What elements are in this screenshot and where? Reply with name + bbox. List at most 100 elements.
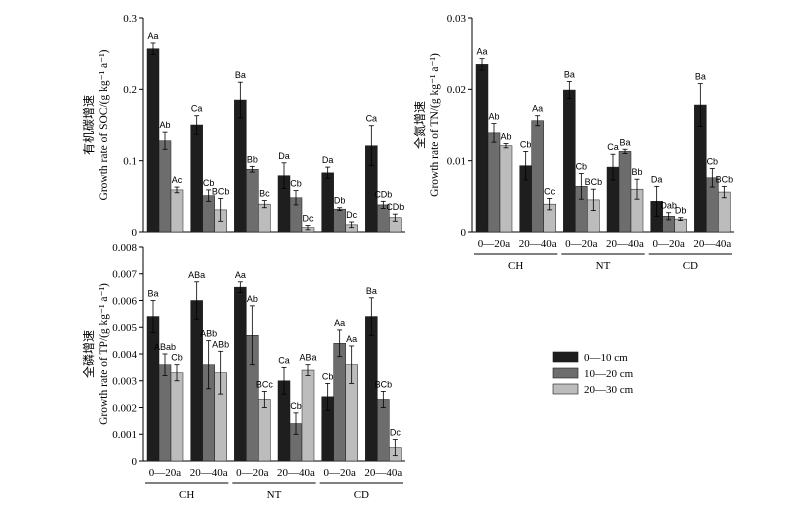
- bar: [377, 399, 390, 462]
- bar: [170, 189, 184, 233]
- bar: [475, 64, 489, 233]
- significance-letter: Aa: [532, 104, 543, 114]
- tn-growth-chart: 0 0.01 0.02 0.03 全氮增速 Growth rate of TN/(g kg…: [412, 13, 734, 272]
- significance-letter: Cb: [203, 178, 215, 188]
- significance-letter: Bc: [259, 189, 270, 199]
- x-tick-label: 0—20a: [652, 238, 685, 250]
- x-tick-label: 20—40a: [364, 467, 402, 479]
- y-axis-title: Growth rate of TP/(g kg⁻¹ a⁻¹): [98, 283, 110, 425]
- bar: [258, 203, 271, 233]
- bar: [258, 399, 271, 462]
- significance-letter: BCc: [256, 379, 274, 389]
- significance-letter: Bb: [247, 154, 258, 164]
- significance-letter: ABb: [212, 339, 229, 349]
- y-tick-label: 0.006: [112, 295, 137, 307]
- legend-label: 10—20 cm: [584, 368, 634, 380]
- y-tick-label: 0.3: [123, 13, 137, 25]
- y-tick-label: 0.001: [112, 429, 137, 441]
- significance-letter: Dc: [346, 210, 357, 220]
- y-tick-label: 0.2: [123, 84, 137, 96]
- significance-letter: ABab: [154, 342, 176, 352]
- bar: [234, 286, 247, 462]
- y-tick-label: 0.002: [112, 402, 137, 414]
- y-tick-label: 0.007: [112, 269, 137, 281]
- significance-letter: Ab: [247, 294, 258, 304]
- bar: [158, 364, 172, 462]
- bar: [234, 99, 247, 233]
- significance-letter: Ba: [235, 70, 246, 80]
- significance-letter: Ca: [191, 104, 203, 114]
- significance-letter: Ab: [159, 120, 170, 130]
- x-tick-label: 0—20a: [478, 238, 511, 250]
- significance-letter: Aa: [346, 334, 357, 344]
- bar: [563, 89, 576, 233]
- significance-letter: Ab: [488, 112, 499, 122]
- significance-letter: Ca: [366, 114, 378, 124]
- bar: [333, 343, 346, 462]
- y-tick-label: 0: [132, 227, 138, 239]
- bar: [674, 218, 687, 233]
- significance-letter: CDb: [374, 189, 392, 199]
- bar: [190, 300, 203, 462]
- significance-letter: Bb: [631, 167, 642, 177]
- significance-letter: Cb: [707, 157, 719, 167]
- significance-letter: Da: [651, 174, 663, 184]
- bar: [146, 316, 160, 462]
- group-label: CD: [354, 489, 369, 501]
- y-axis-title-cn: 全磷增速: [81, 330, 96, 378]
- significance-letter: BCb: [716, 174, 734, 184]
- x-tick-label: 20—40a: [693, 238, 731, 250]
- legend-swatch: [552, 383, 579, 395]
- y-tick-label: 0.005: [112, 322, 137, 334]
- legend-label: 20—30 cm: [584, 384, 634, 396]
- significance-letter: ABa: [299, 353, 316, 363]
- y-tick-label: 0.008: [112, 242, 137, 254]
- significance-letter: Ba: [564, 69, 575, 79]
- x-tick-label: 0—20a: [323, 467, 356, 479]
- significance-letter: Ca: [607, 142, 619, 152]
- bar: [190, 124, 203, 233]
- bar: [170, 372, 184, 462]
- x-tick-label: 20—40a: [277, 467, 315, 479]
- significance-letter: Dc: [303, 214, 314, 224]
- bar: [499, 145, 513, 233]
- significance-letter: Ba: [366, 286, 377, 296]
- legend-item: 0—10 cm: [552, 351, 628, 364]
- y-axis-title-cn: 全氮增速: [412, 101, 427, 149]
- significance-letter: BCb: [375, 379, 393, 389]
- significance-letter: Aa: [235, 270, 246, 280]
- y-axis-title: Growth rate of TN/(g kg⁻¹ a⁻¹): [429, 53, 441, 197]
- bar: [531, 120, 544, 233]
- significance-letter: BCb: [585, 177, 603, 187]
- soc-growth-chart: 0 0.1 0.2 0.3 有机碳增速 Growth rate of SOC/(g kg⁻…: [82, 13, 405, 239]
- group-label: CH: [179, 489, 194, 501]
- significance-letter: Cb: [290, 179, 302, 189]
- legend-swatch: [552, 367, 579, 379]
- significance-letter: CDb: [386, 202, 404, 212]
- significance-letter: Cb: [290, 401, 302, 411]
- significance-letter: Cb: [576, 162, 588, 172]
- legend-item: 10—20 cm: [552, 367, 634, 380]
- significance-letter: Dab: [660, 201, 677, 211]
- significance-letter: Cb: [520, 139, 532, 149]
- significance-letter: Da: [278, 151, 290, 161]
- bar: [246, 168, 259, 233]
- x-tick-label: 20—40a: [190, 467, 228, 479]
- significance-letter: Ba: [619, 137, 630, 147]
- legend-swatch: [552, 351, 579, 363]
- bar: [487, 132, 501, 233]
- y-tick-label: 0.01: [447, 155, 466, 167]
- y-tick-label: 0.02: [447, 84, 466, 96]
- y-tick-label: 0.003: [112, 376, 137, 388]
- significance-letter: ABa: [188, 270, 205, 280]
- group-label: NT: [596, 260, 611, 272]
- y-tick-label: 0.03: [447, 13, 467, 25]
- significance-letter: Aa: [334, 318, 345, 328]
- significance-letter: Aa: [476, 47, 487, 57]
- bar: [146, 48, 160, 233]
- group-label: NT: [267, 489, 282, 501]
- x-tick-label: 20—40a: [519, 238, 557, 250]
- y-tick-label: 0.004: [112, 349, 137, 361]
- legend-item: 20—30 cm: [552, 383, 634, 396]
